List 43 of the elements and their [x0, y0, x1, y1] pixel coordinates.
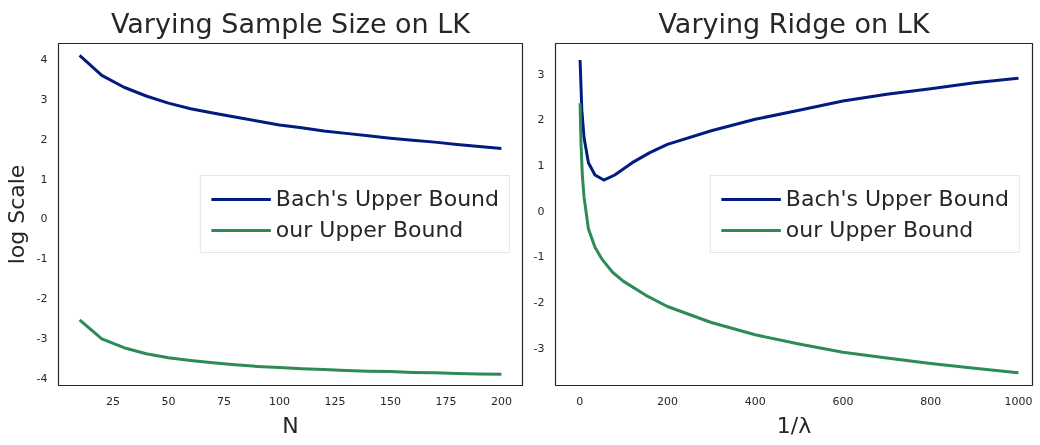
x-tick-label: 200: [490, 394, 512, 408]
line-series: [78, 53, 503, 150]
chart-title: Varying Sample Size on LK: [110, 7, 472, 39]
line-series: [78, 318, 503, 376]
y-tick-label: -1: [36, 252, 48, 266]
x-tick-label: 25: [105, 394, 120, 408]
y-tick-label: -3: [533, 341, 545, 355]
y-tick-label: 1: [537, 158, 545, 172]
y-tick-label: -1: [533, 250, 545, 264]
x-tick-label: 800: [920, 394, 942, 408]
y-tick-label: 0: [40, 212, 48, 226]
y-tick-label: -2: [36, 292, 48, 306]
y-tick-label: 3: [40, 93, 48, 107]
x-axis-title: 1/λ: [776, 412, 812, 438]
legend-label: Bach's Upper Bound: [275, 186, 499, 211]
y-tick-label: 4: [40, 53, 48, 67]
x-tick-label: 200: [656, 394, 678, 408]
y-tick-label: 1: [40, 172, 48, 186]
y-tick-label: 0: [537, 204, 545, 218]
x-tick-label: 100: [268, 394, 290, 408]
y-tick-label: 2: [537, 113, 545, 127]
x-tick-label: 600: [832, 394, 854, 408]
line-series: [578, 101, 1020, 375]
y-axis-title: log Scale: [3, 164, 29, 265]
y-tick-label: 2: [40, 132, 48, 146]
x-tick-label: 50: [161, 394, 176, 408]
x-tick-label: 0: [576, 394, 584, 408]
x-tick-label: 175: [435, 394, 457, 408]
y-tick-label: 3: [537, 67, 545, 81]
y-tick-label: -2: [533, 295, 545, 309]
y-tick-label: -4: [36, 371, 48, 385]
legend-label: our Upper Bound: [785, 217, 974, 242]
line-series: [578, 58, 1020, 182]
x-tick-label: 125: [324, 394, 346, 408]
x-axis-title: N: [282, 412, 299, 438]
chart-title: Varying Ridge on LK: [658, 7, 931, 39]
x-tick-label: 1000: [1004, 394, 1033, 408]
x-tick-label: 75: [216, 394, 231, 408]
legend-label: Bach's Upper Bound: [785, 186, 1009, 211]
x-tick-label: 150: [379, 394, 401, 408]
y-tick-label: -3: [36, 331, 48, 345]
legend-label: our Upper Bound: [275, 217, 464, 242]
x-tick-label: 400: [744, 394, 766, 408]
